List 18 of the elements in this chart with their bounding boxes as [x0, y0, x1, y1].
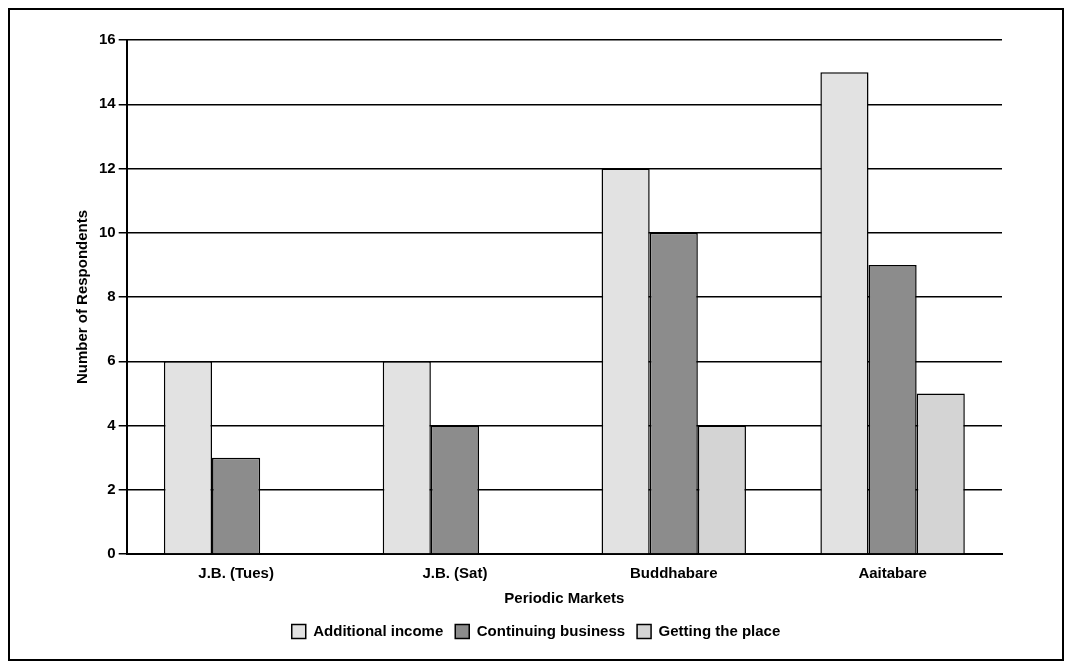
- x-tick-label: J.B. (Sat): [422, 564, 488, 582]
- y-tick-label: 0: [107, 544, 116, 562]
- y-tick-label: 10: [99, 222, 116, 240]
- x-tick-label: J.B. (Tues): [198, 564, 274, 582]
- y-tick-label: 12: [99, 158, 116, 176]
- y-tick-label: 16: [99, 30, 116, 48]
- y-tick-label: 4: [107, 415, 117, 433]
- y-tick-label: 14: [99, 94, 117, 112]
- legend-label: Additional income: [313, 621, 444, 639]
- legend-label: Getting the place: [658, 621, 781, 639]
- y-tick-label: 2: [107, 479, 116, 497]
- y-tick-label: 6: [107, 351, 116, 369]
- x-axis-title: Periodic Markets: [504, 589, 625, 607]
- legend-label: Continuing business: [476, 621, 626, 639]
- x-tick-label: Aaitabare: [858, 564, 927, 582]
- x-tick-label: Buddhabare: [630, 564, 718, 582]
- y-tick-label: 8: [107, 287, 116, 305]
- y-axis-title: Number of Respondents: [73, 209, 91, 385]
